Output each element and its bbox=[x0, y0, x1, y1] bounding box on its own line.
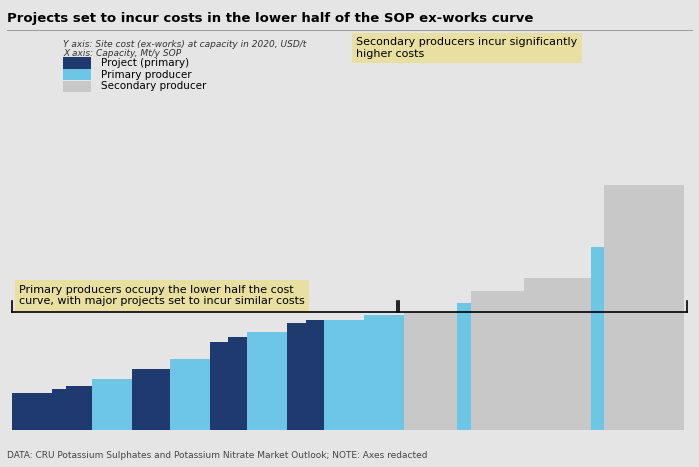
Text: Projects set to incur costs in the lower half of the SOP ex-works curve: Projects set to incur costs in the lower… bbox=[7, 12, 533, 25]
Bar bbox=[591, 248, 604, 430]
Bar bbox=[305, 320, 324, 430]
Text: Secondary producer: Secondary producer bbox=[101, 81, 207, 92]
Bar bbox=[471, 291, 524, 430]
Bar bbox=[132, 369, 151, 430]
Bar bbox=[66, 386, 92, 430]
Bar bbox=[210, 342, 228, 430]
Bar bbox=[170, 359, 210, 430]
Bar bbox=[92, 379, 132, 430]
Bar bbox=[364, 315, 404, 430]
Bar bbox=[324, 320, 364, 430]
Bar bbox=[151, 369, 170, 430]
Bar bbox=[604, 185, 684, 430]
Bar bbox=[39, 393, 52, 430]
Text: Y axis: Site cost (ex-works) at capacity in 2020, USD/t: Y axis: Site cost (ex-works) at capacity… bbox=[63, 40, 306, 49]
Bar bbox=[524, 278, 591, 430]
Bar bbox=[287, 323, 305, 430]
Text: DATA: CRU Potassium Sulphates and Potassium Nitrate Market Outlook; NOTE: Axes r: DATA: CRU Potassium Sulphates and Potass… bbox=[7, 451, 428, 460]
Text: Project (primary): Project (primary) bbox=[101, 58, 189, 68]
Text: X axis: Capacity, Mt/y SOP: X axis: Capacity, Mt/y SOP bbox=[63, 49, 181, 58]
Bar bbox=[52, 389, 66, 430]
Bar bbox=[404, 311, 457, 430]
Text: Primary producers occupy the lower half the cost
curve, with major projects set : Primary producers occupy the lower half … bbox=[19, 285, 305, 306]
Text: Primary producer: Primary producer bbox=[101, 70, 192, 80]
Text: Secondary producers incur significantly
higher costs: Secondary producers incur significantly … bbox=[356, 37, 578, 59]
Bar bbox=[13, 393, 39, 430]
Bar bbox=[457, 303, 471, 430]
Bar bbox=[247, 332, 287, 430]
Bar bbox=[228, 337, 247, 430]
